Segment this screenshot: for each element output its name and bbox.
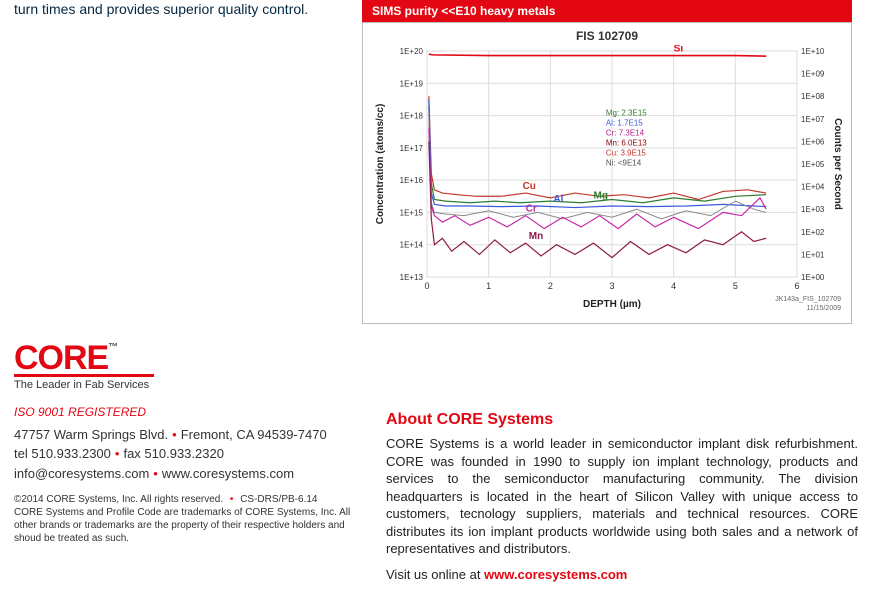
chart-banner: SIMS purity <<E10 heavy metals: [362, 0, 852, 22]
svg-text:11/15/2009: 11/15/2009: [806, 305, 841, 312]
svg-text:Cr: Cr: [526, 204, 537, 215]
about-link[interactable]: www.coresystems.com: [484, 567, 627, 582]
legal-block: ©2014 CORE Systems, Inc. All rights rese…: [14, 493, 354, 545]
svg-text:6: 6: [794, 281, 799, 291]
svg-text:Cr: 7.3E14: Cr: 7.3E14: [606, 129, 645, 138]
svg-text:Al: Al: [553, 194, 563, 205]
svg-text:1E+17: 1E+17: [400, 144, 424, 153]
about-heading: About CORE Systems: [386, 411, 858, 429]
svg-text:1E+07: 1E+07: [801, 115, 825, 124]
chart-title: FIS 102709: [369, 29, 845, 43]
svg-text:1E+20: 1E+20: [400, 47, 424, 56]
svg-text:1E+10: 1E+10: [801, 47, 825, 56]
website-link[interactable]: www.coresystems.com: [162, 466, 294, 481]
chart-container: SIMS purity <<E10 heavy metals FIS 10270…: [362, 0, 852, 324]
svg-text:Si: Si: [674, 45, 684, 55]
svg-text:1E+06: 1E+06: [801, 137, 825, 146]
svg-text:1E+04: 1E+04: [801, 183, 825, 192]
svg-text:1E+16: 1E+16: [400, 176, 424, 185]
about-section: About CORE Systems CORE Systems is a wor…: [386, 411, 858, 591]
svg-text:3: 3: [609, 281, 614, 291]
svg-text:1E+09: 1E+09: [801, 70, 825, 79]
svg-text:JK143a_FIS_102709: JK143a_FIS_102709: [775, 296, 841, 303]
svg-text:0: 0: [424, 281, 429, 291]
svg-text:Mn: Mn: [529, 231, 543, 242]
svg-text:1: 1: [486, 281, 491, 291]
svg-text:4: 4: [671, 281, 676, 291]
email-link[interactable]: info@coresystems.com: [14, 466, 149, 481]
svg-text:1E+18: 1E+18: [400, 112, 424, 121]
svg-text:DEPTH (µm): DEPTH (µm): [583, 299, 641, 310]
logo-text: CORE™: [14, 339, 117, 377]
svg-text:Ni: <9E14: Ni: <9E14: [606, 159, 642, 168]
svg-text:Mg: 2.3E15: Mg: 2.3E15: [606, 109, 647, 118]
svg-text:Cu: Cu: [523, 181, 536, 192]
logo: CORE™ The Leader in Fab Services: [14, 343, 859, 391]
svg-text:1E+08: 1E+08: [801, 92, 825, 101]
svg-text:1E+19: 1E+19: [400, 79, 424, 88]
svg-text:Concentration (atoms/cc): Concentration (atoms/cc): [375, 104, 386, 225]
intro-text: turn times and provides superior quality…: [14, 0, 314, 20]
svg-text:2: 2: [548, 281, 553, 291]
chart-svg: 0 1 2 3 4 5 6 1E+13 1E+14 1E+15 1E+16 1E+17 1E+18 1E+…: [369, 45, 845, 317]
svg-text:1E+01: 1E+01: [801, 250, 825, 259]
svg-text:Counts per Second: Counts per Second: [832, 118, 843, 210]
svg-text:Mg: Mg: [594, 191, 608, 202]
svg-text:1E+02: 1E+02: [801, 228, 825, 237]
svg-text:1E+14: 1E+14: [400, 241, 424, 250]
svg-text:1E+00: 1E+00: [801, 273, 825, 282]
svg-text:1E+05: 1E+05: [801, 160, 825, 169]
svg-text:Al: 1.7E15: Al: 1.7E15: [606, 119, 643, 128]
about-body: CORE Systems is a world leader in semico…: [386, 435, 858, 558]
svg-text:1E+03: 1E+03: [801, 205, 825, 214]
svg-text:Mn: 6.0E13: Mn: 6.0E13: [606, 139, 647, 148]
svg-text:1E+13: 1E+13: [400, 273, 424, 282]
about-visit: Visit us online at www.coresystems.com: [386, 566, 858, 584]
svg-text:5: 5: [733, 281, 738, 291]
chart-frame: FIS 102709 0 1 2 3 4 5 6 1E+13 1E+14 1E+15 1E+16 1E…: [362, 22, 852, 324]
svg-text:Cu: 3.9E15: Cu: 3.9E15: [606, 149, 647, 158]
svg-text:1E+15: 1E+15: [400, 208, 424, 217]
